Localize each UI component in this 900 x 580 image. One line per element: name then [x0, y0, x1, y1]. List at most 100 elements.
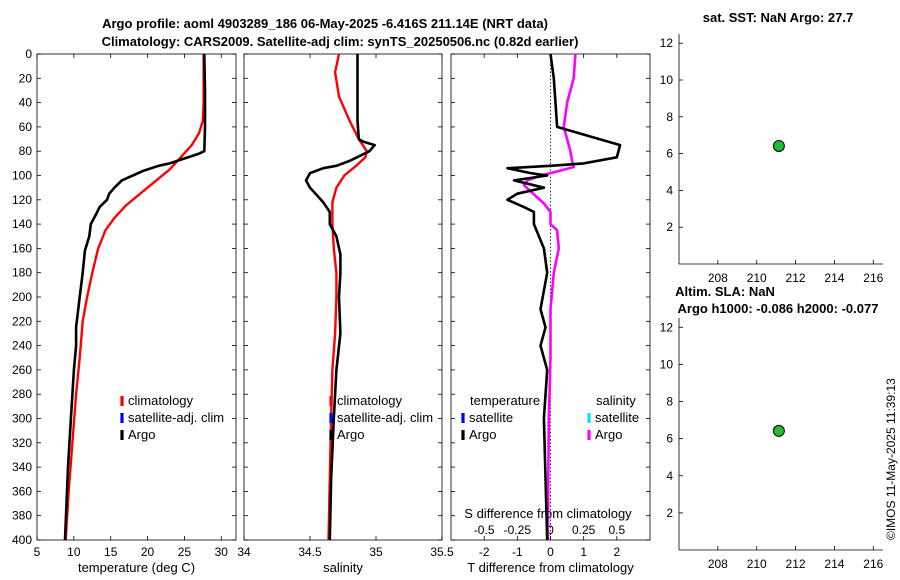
s-diff-tick-label: 0.25: [572, 523, 596, 537]
sst-ytick-label: 4: [666, 183, 673, 197]
difference-xtick-label: 0: [547, 545, 554, 559]
difference-xtick-label: -1: [512, 545, 523, 559]
sst-xtick-label: 212: [786, 271, 806, 285]
sal-legend-argo-label: Argo: [337, 427, 364, 442]
difference-xtick-label: 2: [613, 545, 620, 559]
y-tick-label: 360: [12, 484, 32, 498]
salinity-xtick-label: 35.5: [430, 545, 454, 559]
y-tick-label: 160: [12, 241, 32, 255]
title-line-1: Argo profile: aoml 4903289_186 06-May-20…: [102, 16, 548, 31]
sla-ytick-label: 10: [660, 357, 674, 371]
temp-legend-climatology-label: climatology: [128, 393, 194, 408]
sla-xtick-label: 212: [786, 557, 806, 571]
difference-series-salinity-argo: [522, 53, 577, 541]
salinity-series-climatology: [327, 53, 368, 541]
difference-xlabel: T difference from climatology: [467, 560, 634, 575]
sst-xtick-label: 216: [863, 271, 883, 285]
sst-ytick-label: 10: [660, 73, 674, 87]
sst-profile-location-point: [772, 139, 785, 152]
y-tick-label: 80: [19, 144, 33, 158]
temperature-xtick-label: 20: [141, 545, 155, 559]
salinity-xtick-label: 34.5: [298, 545, 322, 559]
temp-legend-argo-label: Argo: [128, 427, 155, 442]
sal-legend-satellite-label: satellite-adj. clim: [337, 410, 433, 425]
sst-ytick-label: 6: [666, 147, 673, 161]
salinity-series-argo: [304, 54, 377, 541]
sst-xtick-label: 214: [824, 271, 844, 285]
temperature-xtick-label: 25: [178, 545, 192, 559]
s-diff-tick-label: 0.5: [608, 523, 625, 537]
diff-legend-header-salinity: salinity: [596, 393, 636, 408]
temperature-panel: 0 20 40 60 80 100 120 140 160 180 200 220 240 260 280 3…: [12, 47, 237, 575]
sla-xtick-label: 210: [747, 557, 767, 571]
difference-xtick-label: 1: [580, 545, 587, 559]
difference-xtick-label: -2: [479, 545, 490, 559]
sla-ytick-label: 2: [666, 506, 673, 520]
difference-panel: -2 -1 0 1 2T difference from climatology -0.5…: [450, 53, 651, 575]
y-tick-label: 60: [19, 120, 33, 134]
watermark: ©IMOS 11-May-2025 11:39:13: [884, 378, 898, 540]
y-tick-label: 40: [19, 96, 33, 110]
salinity-axes-frame: [243, 53, 443, 541]
sla-map-panel: 2 4 6 8 10 12 208 210 212 214 216: [660, 318, 884, 571]
y-tick-label: 0: [25, 47, 32, 61]
y-tick-label: 340: [12, 460, 32, 474]
y-tick-label: 100: [12, 169, 32, 183]
sst-title: sat. SST: NaN Argo: 27.7: [703, 10, 854, 25]
y-tick-label: 380: [12, 509, 32, 523]
diff-legend-sal-argo-label: Argo: [595, 427, 622, 442]
diff-legend-temp-argo-label: Argo: [469, 427, 496, 442]
sla-title-line-2: Argo h1000: -0.086 h2000: -0.077: [678, 301, 879, 316]
sla-xtick-label: 216: [863, 557, 883, 571]
diff-legend-sal-satellite-label: satellite: [595, 410, 639, 425]
s-diff-tick-label: -0.25: [504, 523, 532, 537]
y-tick-label: 140: [12, 217, 32, 231]
y-tick-label: 280: [12, 387, 32, 401]
diff-legend-temp-satellite-label: satellite: [469, 410, 513, 425]
sla-ytick-label: 6: [666, 432, 673, 446]
sla-ytick-label: 12: [660, 320, 674, 334]
temperature-xtick-label: 30: [215, 545, 229, 559]
sst-ytick-label: 8: [666, 110, 673, 124]
diff-inner-label: S difference from climatology: [464, 506, 632, 521]
sst-ytick-label: 2: [666, 220, 673, 234]
temperature-series-argo: [63, 53, 207, 541]
s-diff-tick-label: 0: [547, 523, 554, 537]
temperature-xlabel: temperature (deg C): [78, 560, 195, 575]
salinity-xlabel: salinity: [323, 560, 363, 575]
y-tick-label: 260: [12, 363, 32, 377]
temperature-xtick-label: 5: [34, 545, 41, 559]
y-tick-label: 200: [12, 290, 32, 304]
sla-title-line-1: Altim. SLA: NaN: [675, 284, 775, 299]
y-tick-label: 220: [12, 314, 32, 328]
y-tick-label: 300: [12, 412, 32, 426]
y-tick-label: 20: [19, 71, 33, 85]
sal-legend-climatology-label: climatology: [337, 393, 403, 408]
sla-xtick-label: 214: [824, 557, 844, 571]
salinity-panel: 34 34.5 35 35.5 salinity climatology satellite…: [237, 53, 454, 575]
y-tick-label: 180: [12, 266, 32, 280]
sst-xtick-label: 208: [708, 271, 728, 285]
sla-ytick-label: 4: [666, 469, 673, 483]
diff-legend-header-temperature: temperature: [470, 393, 540, 408]
sst-ytick-label: 12: [660, 36, 674, 50]
title-line-2: Climatology: CARS2009. Satellite-adj cli…: [102, 34, 579, 49]
temperature-xtick-label: 15: [104, 545, 118, 559]
s-diff-tick-label: -0.5: [474, 523, 495, 537]
salinity-xtick-label: 34: [237, 545, 251, 559]
sla-profile-location-point: [772, 424, 785, 437]
sla-xtick-label: 208: [708, 557, 728, 571]
sla-ytick-label: 8: [666, 395, 673, 409]
difference-series-temperature-argo: [506, 53, 622, 541]
sst-xtick-label: 210: [747, 271, 767, 285]
y-tick-label: 120: [12, 193, 32, 207]
y-tick-label: 320: [12, 436, 32, 450]
temperature-series-climatology: [64, 54, 205, 541]
salinity-xtick-label: 35: [369, 545, 383, 559]
temperature-xtick-label: 10: [67, 545, 81, 559]
y-tick-label: 400: [12, 533, 32, 547]
temp-legend-satellite-label: satellite-adj. clim: [128, 410, 224, 425]
sst-map-panel: 2 4 6 8 10 12 208 210 212 214 216: [660, 34, 884, 285]
y-tick-label: 240: [12, 339, 32, 353]
